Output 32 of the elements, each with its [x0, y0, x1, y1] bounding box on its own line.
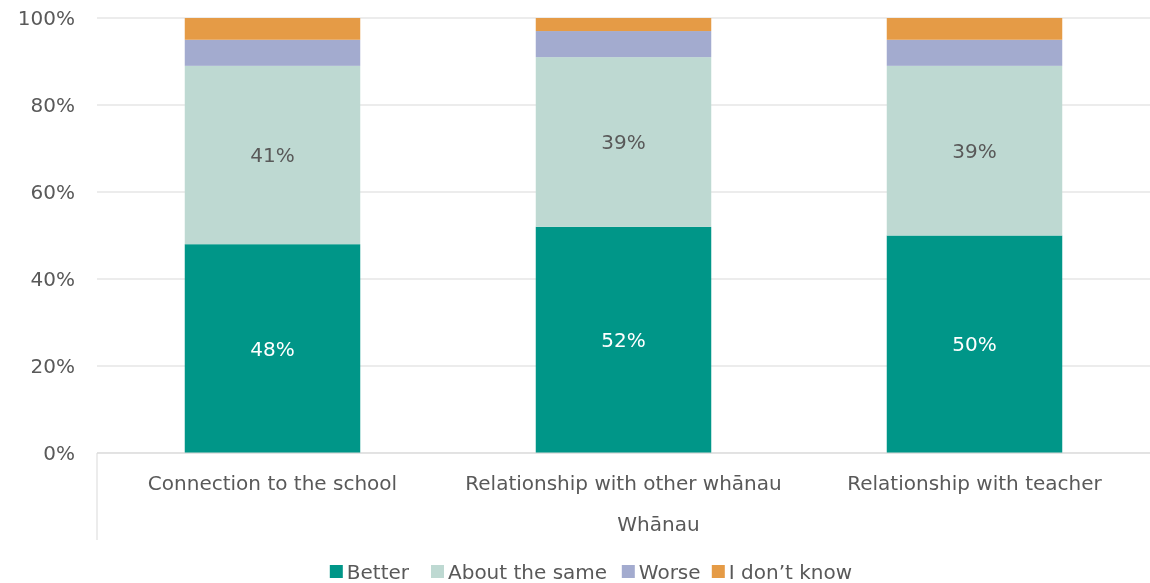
y-tick-label: 20%: [30, 354, 75, 378]
legend-label: Worse: [638, 560, 701, 583]
x-tick-label: Connection to the school: [147, 471, 398, 495]
data-label: 39%: [952, 138, 997, 163]
bar: [535, 226, 712, 453]
x-tick-label: Relationship with other whānau: [465, 471, 782, 495]
bar: [184, 39, 361, 66]
legend-label: About the same: [448, 560, 608, 583]
data-label: 41%: [250, 143, 295, 168]
bar: [184, 18, 361, 40]
y-tick-label: 80%: [30, 93, 75, 117]
legend-label: Better: [346, 560, 410, 583]
bar: [535, 57, 712, 227]
bar: [886, 65, 1063, 236]
bar: [535, 31, 712, 58]
y-tick-label: 100%: [17, 6, 75, 30]
bar: [886, 39, 1063, 66]
bar: [184, 65, 361, 245]
x-axis-title: Whānau: [617, 512, 700, 536]
bar: [184, 244, 361, 453]
bar: [886, 18, 1063, 40]
bar: [535, 18, 712, 32]
y-tick-label: 0%: [43, 441, 75, 465]
bar: [886, 235, 1063, 453]
x-tick-label: Relationship with teacher: [847, 471, 1103, 495]
y-tick-label: 40%: [30, 267, 75, 291]
data-label: 52%: [601, 327, 646, 352]
legend-label: I don’t know: [728, 560, 853, 583]
data-label: 39%: [601, 129, 646, 154]
y-tick-label: 60%: [30, 180, 75, 204]
data-label: 50%: [952, 332, 997, 357]
data-label: 48%: [250, 336, 295, 361]
